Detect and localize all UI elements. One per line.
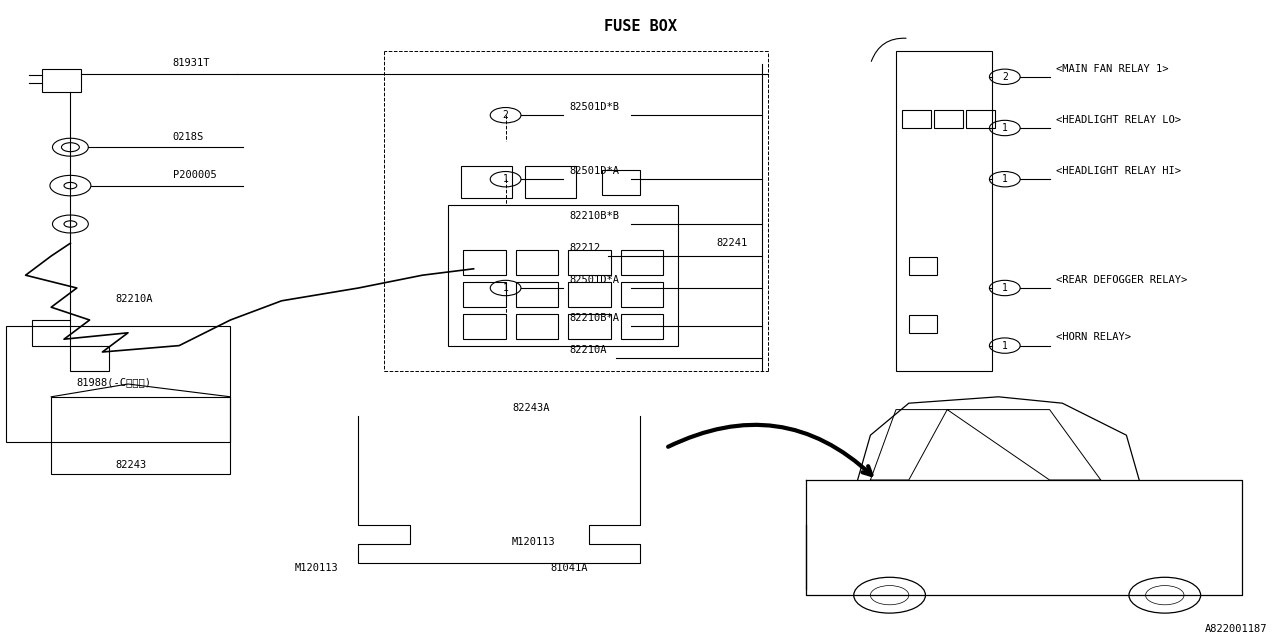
Text: <HEADLIGHT RELAY HI>: <HEADLIGHT RELAY HI>	[1056, 166, 1181, 176]
Text: <HORN RELAY>: <HORN RELAY>	[1056, 332, 1132, 342]
Text: 1: 1	[1002, 340, 1007, 351]
Text: FUSE BOX: FUSE BOX	[603, 19, 677, 34]
Text: <MAIN FAN RELAY 1>: <MAIN FAN RELAY 1>	[1056, 63, 1169, 74]
Text: <REAR DEFOGGER RELAY>: <REAR DEFOGGER RELAY>	[1056, 275, 1188, 285]
Text: 81041A: 81041A	[550, 563, 588, 573]
Bar	[32, 320, 70, 346]
Bar	[902, 110, 931, 128]
Bar	[568, 250, 611, 275]
Bar	[525, 166, 576, 198]
Bar	[6, 326, 230, 442]
Text: 1: 1	[1002, 174, 1007, 184]
Text: M120113: M120113	[294, 563, 338, 573]
Text: 82210B*B: 82210B*B	[570, 211, 620, 221]
Bar	[621, 250, 663, 275]
Bar	[461, 166, 512, 198]
Bar	[568, 314, 611, 339]
Bar	[51, 397, 230, 474]
Text: 82243A: 82243A	[512, 403, 549, 413]
Bar	[909, 315, 937, 333]
Bar	[70, 346, 109, 371]
Text: 82501D*B: 82501D*B	[570, 102, 620, 112]
Bar	[448, 205, 678, 346]
Bar	[909, 257, 937, 275]
Text: 0218S: 0218S	[173, 132, 204, 142]
Text: <HEADLIGHT RELAY LO>: <HEADLIGHT RELAY LO>	[1056, 115, 1181, 125]
Text: 1: 1	[503, 174, 508, 184]
Text: 81988(-C年改・): 81988(-C年改・)	[77, 377, 152, 387]
Text: 1: 1	[503, 283, 508, 293]
Bar	[463, 282, 506, 307]
Bar	[621, 314, 663, 339]
Bar	[568, 282, 611, 307]
Text: P200005: P200005	[173, 170, 216, 180]
Text: 82501D*A: 82501D*A	[570, 275, 620, 285]
Text: 81931T: 81931T	[173, 58, 210, 68]
Bar	[516, 250, 558, 275]
Text: 82210B*A: 82210B*A	[570, 313, 620, 323]
Text: 82501D*A: 82501D*A	[570, 166, 620, 176]
Text: 82243: 82243	[115, 460, 146, 470]
Bar	[966, 110, 995, 128]
Bar	[896, 51, 992, 371]
Bar	[42, 69, 81, 92]
Bar	[621, 282, 663, 307]
Text: 1: 1	[1002, 123, 1007, 133]
Text: 2: 2	[1002, 72, 1007, 82]
Bar	[516, 314, 558, 339]
Text: 82212: 82212	[570, 243, 600, 253]
Text: 82210A: 82210A	[115, 294, 152, 304]
Bar	[516, 282, 558, 307]
Bar	[463, 250, 506, 275]
Text: 82210A: 82210A	[570, 345, 607, 355]
Text: 82241: 82241	[717, 238, 748, 248]
Bar	[602, 170, 640, 195]
Text: A822001187: A822001187	[1204, 623, 1267, 634]
Text: M120113: M120113	[512, 537, 556, 547]
Text: 1: 1	[1002, 283, 1007, 293]
Text: 2: 2	[503, 110, 508, 120]
Bar	[934, 110, 963, 128]
Bar	[463, 314, 506, 339]
